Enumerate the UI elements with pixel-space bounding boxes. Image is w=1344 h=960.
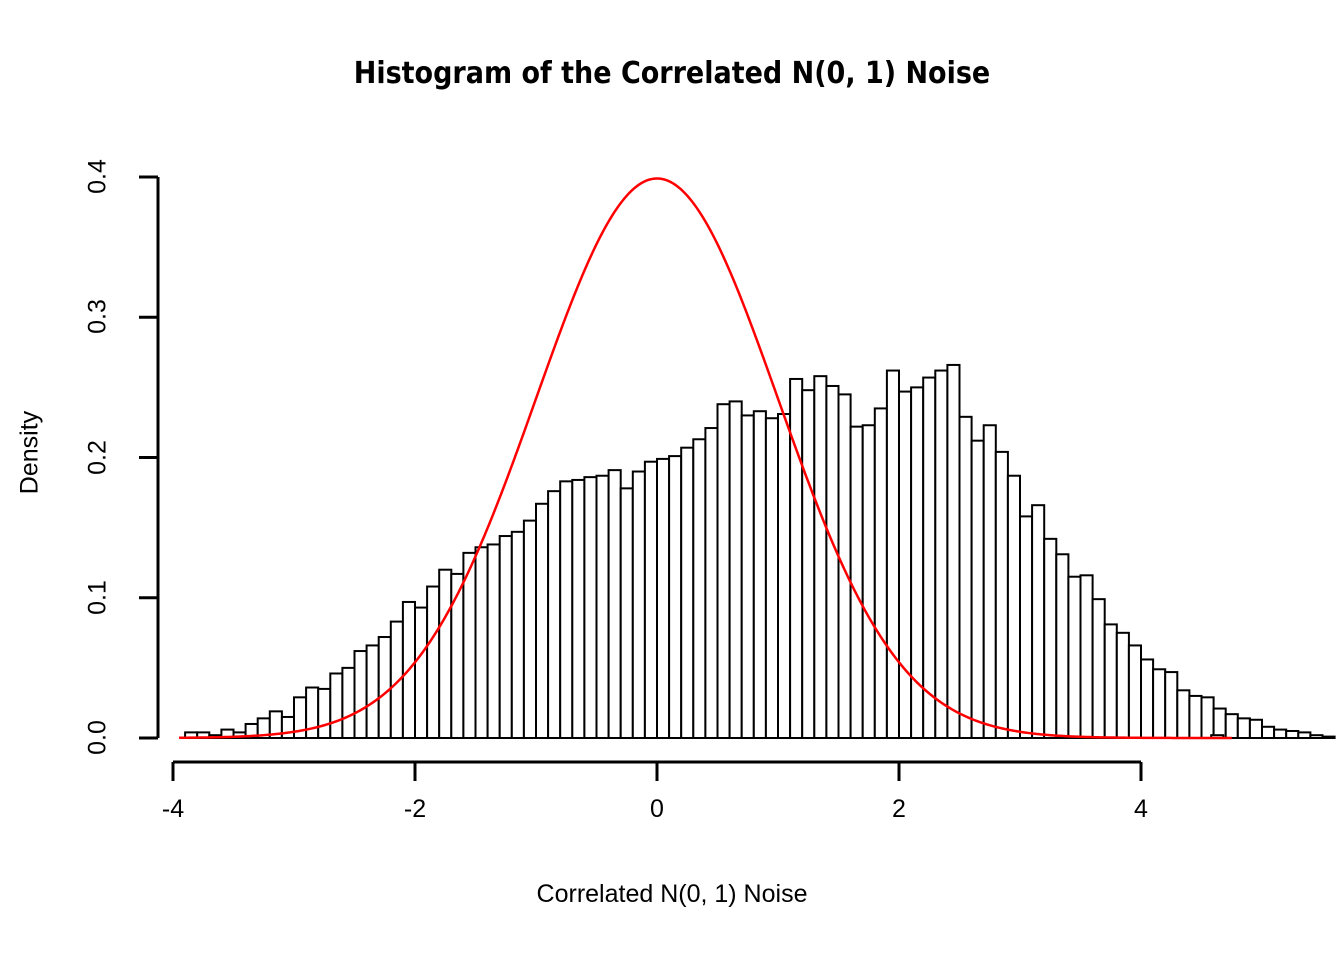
histogram-bar (1176, 689, 1191, 740)
histogram-bar (353, 650, 368, 739)
histogram-bar (752, 410, 767, 739)
histogram-bar (365, 644, 380, 739)
histogram-bar (329, 672, 344, 739)
histogram-bar (607, 469, 622, 739)
histogram-bar (474, 546, 489, 740)
histogram-bar (1079, 574, 1094, 739)
histogram-bar (1055, 553, 1070, 740)
histogram-bar (994, 450, 1009, 739)
histogram-bar (922, 376, 937, 739)
histogram-bar (583, 476, 598, 739)
histogram-bars (184, 363, 1336, 740)
histogram-bar (740, 414, 755, 739)
x-tick-label: 0 (650, 795, 664, 823)
histogram-bar (1152, 668, 1167, 740)
histogram-bar (631, 470, 646, 739)
histogram-bar (1043, 537, 1058, 739)
histogram-bar (377, 636, 392, 740)
histogram-bar (1309, 734, 1324, 740)
histogram-bar (498, 535, 513, 739)
histogram-bar (571, 478, 586, 739)
histogram-bar (982, 424, 997, 739)
y-tick-label: 0.0 (83, 720, 112, 755)
histogram-bar (1091, 598, 1106, 740)
histogram-bar (1019, 515, 1034, 740)
histogram-bar (1031, 504, 1046, 739)
normal-density-curve (179, 177, 1232, 740)
histogram-bar (547, 490, 562, 739)
histogram-bar (813, 375, 828, 739)
histogram-bar (1140, 658, 1155, 740)
histogram-bar (885, 369, 901, 739)
histogram-bar (1285, 729, 1300, 739)
histogram-bar (486, 543, 501, 740)
histogram-bar (801, 389, 816, 739)
y-tick-label: 0.1 (83, 579, 112, 615)
histogram-bar (1224, 713, 1239, 739)
x-tick-label: -2 (403, 795, 427, 823)
plot-axes (139, 175, 1143, 781)
histogram-bar (438, 568, 453, 740)
histogram-bar (317, 687, 332, 739)
histogram-bar (1261, 725, 1276, 740)
histogram-bar (970, 439, 985, 739)
histogram-bar (1006, 474, 1022, 739)
histogram-bar (1212, 707, 1227, 739)
histogram-bar (764, 417, 780, 739)
x-axis-label: Correlated N(0, 1) Noise (536, 880, 808, 908)
histogram-bar (958, 415, 973, 739)
y-tick-label: 0.4 (83, 159, 112, 194)
histogram-bar (728, 400, 743, 739)
histogram-bar (643, 460, 659, 739)
y-tick-label: 0.2 (83, 439, 112, 475)
histogram-bar (414, 606, 429, 739)
histogram-bar (1188, 694, 1203, 739)
histogram-bar (898, 390, 913, 739)
histogram-bar (619, 487, 634, 740)
histogram-bar (777, 413, 792, 739)
histogram-bar (1067, 575, 1082, 740)
histogram-bar (873, 407, 888, 739)
histogram-bar (426, 585, 441, 740)
histogram-bar (825, 384, 840, 739)
histogram-bar (535, 502, 550, 739)
histogram-bar (1273, 728, 1288, 740)
histogram-bar (450, 572, 465, 739)
y-tick-label: 0.3 (83, 299, 112, 335)
histogram-bar (704, 427, 719, 739)
histogram-bar (1297, 731, 1312, 740)
histogram-bar (595, 474, 610, 739)
histogram-bar (1103, 623, 1118, 740)
histogram-bar (692, 438, 707, 739)
histogram-bar (680, 446, 695, 739)
histogram-bar (510, 530, 525, 740)
histogram-bar (1236, 717, 1251, 739)
histogram-bar (559, 480, 574, 739)
histogram-bar (656, 457, 671, 739)
x-tick-label: -4 (161, 795, 185, 823)
histogram-bar (280, 715, 295, 740)
y-axis-label: Density (15, 410, 44, 495)
histogram-bar (837, 393, 852, 739)
histogram-bar (1200, 696, 1215, 740)
histogram-bar (934, 369, 949, 739)
histogram-bar (341, 666, 356, 739)
page-title: Histogram of the Correlated N(0, 1) Nois… (353, 56, 991, 91)
histogram-bar (1115, 631, 1130, 739)
histogram-bar (1248, 718, 1264, 740)
histogram-bar (1164, 671, 1179, 740)
x-tick-label: 2 (892, 795, 906, 823)
histogram-bar (789, 377, 804, 739)
histogram-bar (668, 455, 683, 739)
histogram-bar (861, 424, 876, 739)
histogram-bar (849, 425, 864, 739)
histogram-bar (716, 403, 731, 739)
histogram-bar (1321, 735, 1336, 739)
histogram-bar (522, 519, 538, 739)
histogram-bar (946, 363, 961, 739)
x-tick-label: 4 (1134, 795, 1148, 823)
histogram-bar (1127, 644, 1143, 739)
